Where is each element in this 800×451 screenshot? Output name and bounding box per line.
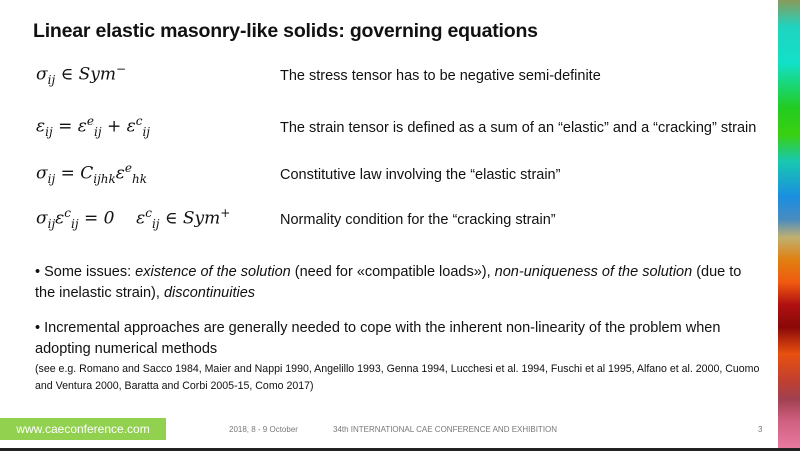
equation-stress-negative: σij ∈ Sym− [36,62,127,88]
text: discontinuities [163,285,256,301]
equation-normality: σijεcij = 0 εcij ∈ Sym+ [36,206,231,232]
footer-event: 34th INTERNATIONAL CAE CONFERENCE AND EX… [333,425,558,434]
equation-strain-sum: εij = εeij + εcij [36,114,151,140]
text: (need for «compatible loads»), [290,264,495,280]
footer-date: 2018, 8 - 9 October [229,425,298,434]
text: (due to the inelastic strain), [35,264,742,301]
text: existence of the solution [135,264,291,280]
text: non-uniqueness of the solution [494,264,693,280]
slide-title: Linear elastic masonry-like solids: gove… [33,20,538,42]
equation-description: Constitutive law involving the “elastic … [280,167,561,183]
equation-description: The stress tensor has to be negative sem… [280,68,601,84]
bottom-border [0,448,800,451]
equation-description: The strain tensor is defined as a sum of… [280,120,757,136]
equation-description: Normality condition for the “cracking st… [280,212,556,228]
bullet-incremental: • Incremental approaches are generally n… [35,320,721,357]
decorative-color-strip [778,0,800,448]
conference-website-link[interactable]: www.caeconference.com [0,418,166,440]
text: • Some issues: [35,264,136,280]
bullet-issues: • Some issues: existence of the solution… [35,262,765,304]
page-number: 3 [758,425,763,434]
equation-constitutive-law: σij = Cijhkεehk [36,161,148,187]
references: (see e.g. Romano and Sacco 1984, Maier a… [35,363,760,392]
